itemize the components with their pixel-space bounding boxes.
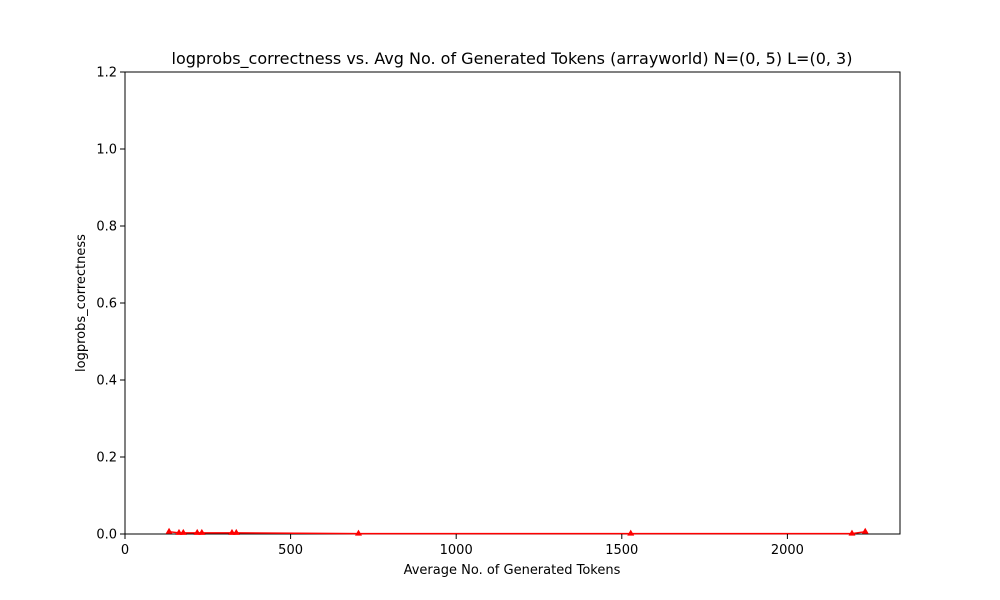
data-point [198, 528, 206, 535]
x-tick-label: 1500 [605, 543, 638, 558]
y-tick-label: 1.0 [96, 143, 117, 158]
x-axis-ticks: 0 500 1000 1500 2000 [121, 534, 804, 558]
x-tick-label: 500 [278, 543, 303, 558]
data-point [848, 529, 856, 536]
y-tick-label: 0.8 [96, 220, 117, 235]
plot-area [124, 71, 901, 536]
chart-title: logprobs_correctness vs. Avg No. of Gene… [172, 49, 853, 69]
data-point [179, 528, 187, 535]
y-tick-label: 0.0 [96, 528, 117, 543]
x-tick-label: 1000 [440, 543, 473, 558]
y-tick-label: 0.2 [96, 451, 117, 466]
x-tick-label: 0 [121, 543, 129, 558]
data-point [861, 527, 869, 534]
y-axis-ticks: 0.0 0.2 0.4 0.6 0.8 1.0 1.2 [96, 66, 125, 543]
data-point [165, 527, 173, 534]
x-tick-label: 2000 [771, 543, 804, 558]
series-line [168, 530, 866, 535]
y-tick-label: 1.2 [96, 66, 117, 81]
data-point [354, 529, 362, 536]
plot-frame [124, 71, 901, 535]
y-tick-label: 0.6 [96, 297, 117, 312]
data-point [193, 528, 201, 535]
y-tick-label: 0.4 [96, 374, 117, 389]
data-point [627, 529, 635, 536]
data-marks [165, 527, 869, 536]
y-axis-label: logprobs_correctness [74, 234, 89, 372]
x-axis-label: Average No. of Generated Tokens [404, 563, 621, 578]
data-point [232, 528, 240, 535]
